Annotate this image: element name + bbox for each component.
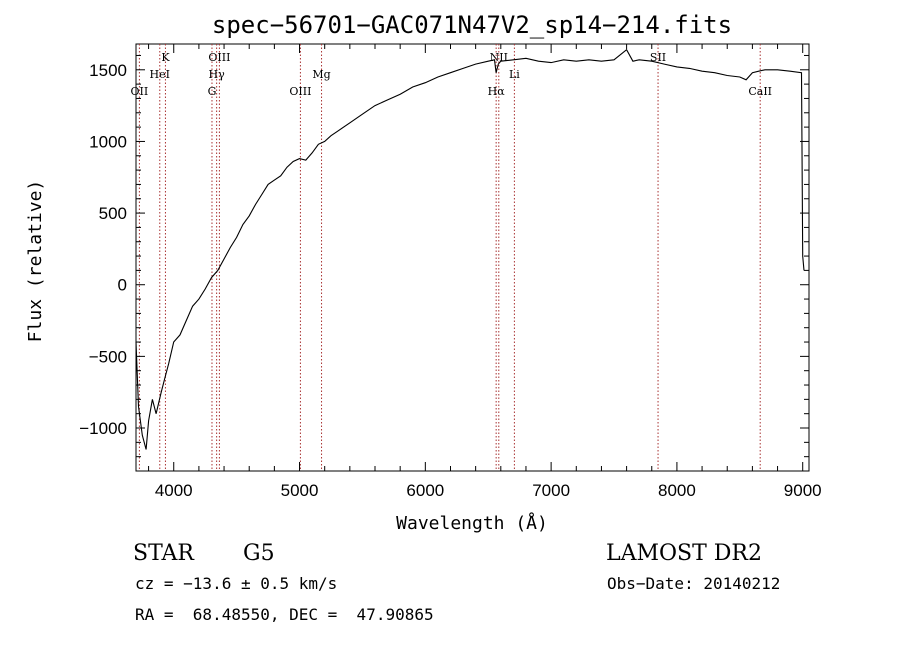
plot-frame — [135, 43, 810, 472]
y-tick-label: 0 — [118, 276, 127, 295]
spectral-line-label: K — [161, 51, 170, 64]
spectral-line-label: OIII — [289, 85, 311, 98]
y-tick-label: 1000 — [89, 132, 127, 151]
redshift-text: cz = −13.6 ± 0.5 km/s — [135, 574, 338, 593]
spectral-line-label: OII — [131, 85, 149, 98]
y-axis-label: Flux (relative) — [25, 180, 46, 343]
x-tick-label: 5000 — [281, 481, 319, 500]
y-tick-label: 500 — [99, 204, 127, 223]
obs-date: Obs−Date: 20140212 — [607, 574, 781, 593]
spectral-line-label: NII — [490, 51, 508, 64]
spectral-line-label: Mg — [312, 68, 330, 81]
spectral-line-label: Hγ — [209, 68, 226, 81]
x-tick-label: 6000 — [406, 481, 444, 500]
spectral-line-label: G — [208, 85, 217, 98]
spectral-line-label: OIII — [208, 51, 230, 64]
x-axis-label: Wavelength (Å) — [396, 512, 548, 534]
spectral-line-label: HeI — [150, 68, 170, 81]
spectrum-chart: spec−56701−GAC071N47V2_sp14−214.fits OII… — [25, 11, 822, 534]
survey-label: LAMOST DR2 — [606, 541, 762, 566]
x-tick-label: 8000 — [658, 481, 696, 500]
x-tick-label: 4000 — [155, 481, 193, 500]
chart-title: spec−56701−GAC071N47V2_sp14−214.fits — [212, 11, 732, 39]
x-tick-label: 7000 — [532, 481, 570, 500]
object-class: STAR — [133, 541, 194, 566]
spectral-line-label: Hα — [488, 85, 506, 98]
object-subclass: G5 — [243, 541, 275, 566]
coordinates: RA = 68.48550, DEC = 47.90865 — [135, 605, 434, 624]
spectral-line-label: CaII — [748, 85, 772, 98]
y-tick-label: 1500 — [89, 61, 127, 80]
spectral-line-label: SII — [650, 51, 666, 64]
spectral-line-label: Li — [509, 68, 520, 81]
spectrum-line — [135, 48, 805, 450]
y-tick-label: −1000 — [79, 419, 127, 438]
x-tick-label: 9000 — [784, 481, 822, 500]
y-tick-label: −500 — [89, 347, 127, 366]
